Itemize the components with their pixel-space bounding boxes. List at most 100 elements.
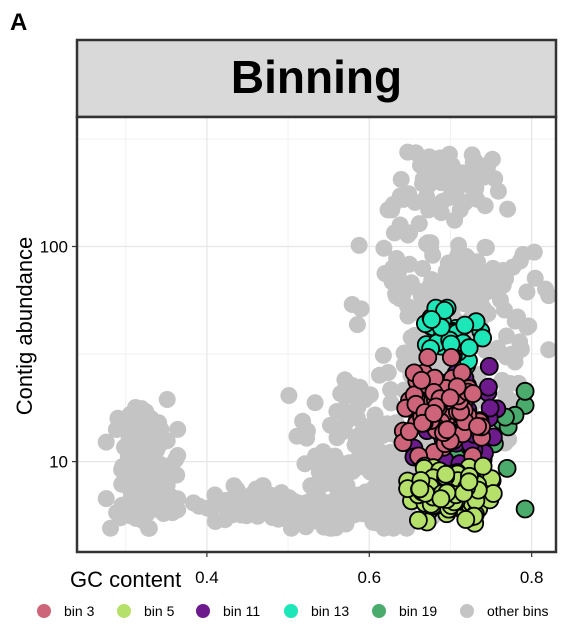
legend-swatch: [460, 604, 474, 618]
point-other-bins: [225, 477, 243, 495]
point-other-bins: [208, 494, 226, 512]
point-other-bins: [216, 511, 234, 529]
legend-item-other-bins: other bins: [460, 603, 548, 619]
point-bin-13: [422, 310, 442, 329]
point-bin-13: [473, 328, 493, 348]
point-bin-13: [455, 315, 475, 335]
point-other-bins: [335, 422, 353, 440]
point-other-bins: [190, 497, 208, 515]
legend-swatch: [37, 604, 51, 618]
scatter-points: [97, 143, 558, 537]
point-other-bins: [382, 381, 400, 399]
legend-swatch: [117, 604, 131, 618]
point-other-bins: [352, 300, 370, 318]
point-other-bins: [378, 460, 396, 478]
point-other-bins: [350, 236, 368, 254]
point-bin-5: [431, 489, 451, 509]
point-other-bins: [168, 466, 186, 484]
point-other-bins: [288, 427, 306, 445]
point-other-bins: [359, 497, 377, 515]
legend-item-bin-5: bin 5: [117, 603, 175, 619]
point-bin-19: [515, 499, 535, 519]
point-other-bins: [344, 462, 361, 480]
point-other-bins: [132, 499, 150, 517]
point-other-bins: [122, 479, 140, 497]
point-other-bins: [254, 477, 272, 495]
point-other-bins: [395, 190, 413, 208]
point-other-bins: [366, 406, 384, 424]
point-other-bins: [514, 246, 532, 263]
point-bin-3: [437, 420, 457, 440]
point-bin-5: [473, 456, 493, 476]
point-other-bins: [263, 509, 281, 526]
point-other-bins: [419, 234, 437, 252]
point-other-bins: [121, 406, 139, 424]
point-bin-5: [408, 510, 428, 530]
point-other-bins: [479, 157, 497, 175]
point-bin-3: [441, 347, 461, 367]
point-other-bins: [113, 461, 131, 479]
point-other-bins: [102, 519, 119, 537]
point-bin-3: [424, 404, 444, 423]
point-other-bins: [526, 269, 544, 287]
point-other-bins: [284, 497, 302, 515]
point-other-bins: [152, 493, 170, 511]
point-bin-19: [497, 458, 517, 478]
point-other-bins: [537, 280, 554, 298]
point-other-bins: [424, 272, 442, 290]
point-other-bins: [152, 421, 170, 438]
point-bin-3: [399, 422, 419, 442]
point-other-bins: [432, 204, 450, 222]
point-other-bins: [107, 421, 125, 438]
point-other-bins: [420, 201, 438, 219]
chart-title: Binning: [231, 51, 402, 103]
point-bin-5: [483, 484, 503, 503]
point-other-bins: [391, 290, 409, 308]
point-other-bins: [381, 487, 398, 505]
point-other-bins: [361, 386, 379, 404]
point-other-bins: [498, 327, 515, 345]
point-other-bins: [375, 239, 393, 257]
point-other-bins: [364, 513, 382, 531]
point-bin-5: [436, 464, 456, 484]
point-bin-3: [440, 388, 460, 408]
point-other-bins: [272, 484, 290, 502]
point-other-bins: [166, 494, 184, 512]
point-other-bins: [234, 489, 252, 507]
point-other-bins: [309, 495, 327, 513]
legend-label: bin 11: [223, 603, 260, 619]
point-other-bins: [282, 519, 300, 537]
point-other-bins: [346, 386, 364, 404]
axis-ticks: 0.4 0.6 0.8 10 100: [40, 238, 544, 587]
point-other-bins: [440, 262, 458, 280]
point-other-bins: [97, 490, 115, 508]
point-bin-11: [479, 356, 499, 376]
point-other-bins: [314, 476, 332, 493]
x-axis-title: GC content: [70, 567, 181, 592]
point-other-bins: [463, 146, 481, 164]
point-other-bins: [294, 412, 312, 430]
point-other-bins: [362, 463, 379, 481]
point-other-bins: [123, 432, 141, 450]
title-strip: [75, 38, 558, 119]
point-other-bins: [384, 519, 402, 537]
point-other-bins: [108, 504, 126, 522]
point-other-bins: [451, 201, 469, 219]
point-other-bins: [382, 394, 400, 412]
point-other-bins: [499, 200, 517, 218]
point-other-bins: [428, 163, 446, 181]
point-other-bins: [392, 171, 410, 188]
point-other-bins: [320, 511, 338, 529]
series-bin-3: [393, 347, 492, 466]
point-bin-3: [412, 370, 431, 390]
point-other-bins: [452, 176, 470, 194]
legend-item-bin-3: bin 3: [37, 603, 95, 619]
x-tick-label: 0.4: [195, 568, 219, 587]
point-other-bins: [97, 433, 115, 451]
legend-item-bin-19: bin 19: [372, 603, 437, 619]
series-bin-5: [398, 456, 503, 533]
point-other-bins: [418, 188, 436, 205]
point-other-bins: [451, 287, 469, 305]
point-bin-13: [435, 300, 455, 320]
